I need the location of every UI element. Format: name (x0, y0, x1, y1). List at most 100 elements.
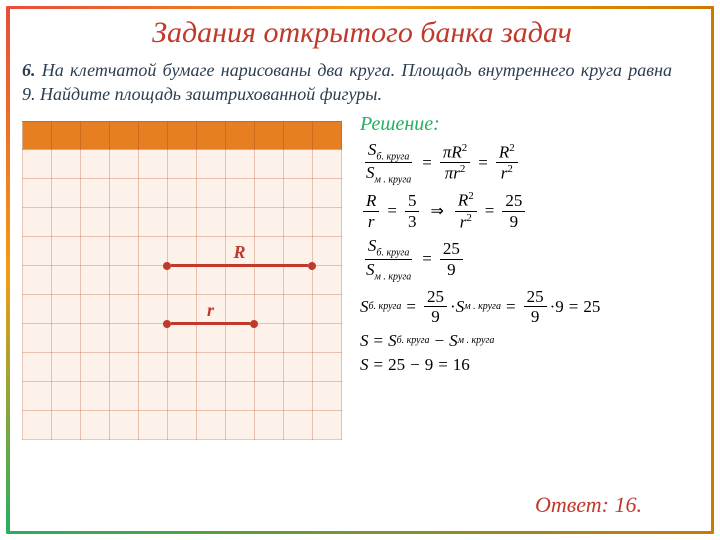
grid-cell (197, 352, 226, 381)
grid-cell (110, 178, 139, 207)
grid-cell (313, 294, 342, 323)
grid-cell (313, 265, 342, 294)
grid-row (23, 410, 342, 439)
answer: Ответ: 16. (535, 492, 642, 518)
grid-cell (110, 121, 139, 149)
equation-6: S = 25 − 9 = 16 (360, 355, 702, 375)
grid-cell (52, 410, 81, 439)
grid-cell (284, 149, 313, 178)
grid-row (23, 381, 342, 410)
grid-cell (255, 294, 284, 323)
segment-label: r (207, 300, 214, 321)
grid-cell (284, 352, 313, 381)
grid-cell (110, 149, 139, 178)
grid-cell (197, 121, 226, 149)
grid-cell (110, 294, 139, 323)
grid-cell (81, 121, 110, 149)
grid-cell (81, 178, 110, 207)
grid-row (23, 207, 342, 236)
grid-cell (197, 381, 226, 410)
graph-grid (22, 121, 342, 440)
grid-cell (284, 178, 313, 207)
solution-panel: Решение: Sб. круга Sм . круга = πR2 πr2 … (360, 113, 702, 440)
problem-statement: 6. На клетчатой бумаге нарисованы два кр… (22, 58, 702, 107)
grid-cell (313, 323, 342, 352)
solution-title: Решение: (360, 113, 702, 136)
grid-cell (139, 121, 168, 149)
segment-label: R (233, 242, 245, 263)
grid-cell (255, 323, 284, 352)
segment-endpoint (163, 320, 171, 328)
grid-cell (168, 410, 197, 439)
grid-cell (139, 352, 168, 381)
grid-cell (23, 381, 52, 410)
grid-cell (168, 149, 197, 178)
grid-cell (255, 178, 284, 207)
grid-cell (168, 121, 197, 149)
grid-cell (23, 236, 52, 265)
grid-cell (52, 265, 81, 294)
grid-cell (23, 323, 52, 352)
grid-cell (255, 121, 284, 149)
grid-cell (52, 294, 81, 323)
grid-cell (168, 381, 197, 410)
grid-cell (284, 207, 313, 236)
grid-cell (255, 207, 284, 236)
grid-cell (23, 207, 52, 236)
grid-cell (197, 178, 226, 207)
decorative-border-left (6, 6, 10, 534)
grid-cell (23, 121, 52, 149)
grid-row (23, 121, 342, 149)
grid-cell (284, 294, 313, 323)
equation-3: Sб. круга Sм . круга = 25 9 (360, 236, 702, 283)
grid-cell (255, 410, 284, 439)
grid-cell (284, 410, 313, 439)
grid-cell (284, 121, 313, 149)
grid-cell (52, 381, 81, 410)
grid-cell (110, 323, 139, 352)
grid-cell (23, 149, 52, 178)
grid-cell (81, 265, 110, 294)
grid-cell (139, 410, 168, 439)
grid-cell (313, 381, 342, 410)
grid-cell (81, 207, 110, 236)
grid-cell (110, 410, 139, 439)
grid-cell (139, 178, 168, 207)
grid-cell (197, 149, 226, 178)
segment-line: r (171, 322, 250, 325)
grid-cell (110, 265, 139, 294)
grid-cell (226, 207, 255, 236)
grid-cell (52, 178, 81, 207)
grid-cell (313, 149, 342, 178)
grid-cell (52, 149, 81, 178)
grid-cell (139, 381, 168, 410)
grid-cell (168, 352, 197, 381)
grid-cell (110, 352, 139, 381)
grid-cell (168, 207, 197, 236)
grid-cell (313, 178, 342, 207)
grid-cell (226, 352, 255, 381)
problem-text: На клетчатой бумаге нарисованы два круга… (22, 60, 672, 104)
segment-line: R (171, 264, 308, 267)
grid-cell (139, 207, 168, 236)
equation-1: Sб. круга Sм . круга = πR2 πr2 = R2 r2 (360, 140, 702, 187)
grid-cell (81, 410, 110, 439)
grid-cell (81, 381, 110, 410)
grid-cell (313, 121, 342, 149)
grid-cell (52, 352, 81, 381)
grid-area: Rr (22, 113, 342, 440)
grid-cell (226, 178, 255, 207)
grid-cell (284, 323, 313, 352)
grid-cell (52, 207, 81, 236)
grid-cell (284, 381, 313, 410)
grid-cell (52, 121, 81, 149)
grid-cell (168, 178, 197, 207)
decorative-border-bottom (6, 531, 714, 534)
grid-cell (52, 236, 81, 265)
segment-endpoint (163, 262, 171, 270)
grid-cell (110, 236, 139, 265)
grid-cell (23, 410, 52, 439)
page-content: Задания открытого банка задач 6. На клет… (22, 16, 702, 524)
segment-endpoint (308, 262, 316, 270)
grid-cell (23, 265, 52, 294)
